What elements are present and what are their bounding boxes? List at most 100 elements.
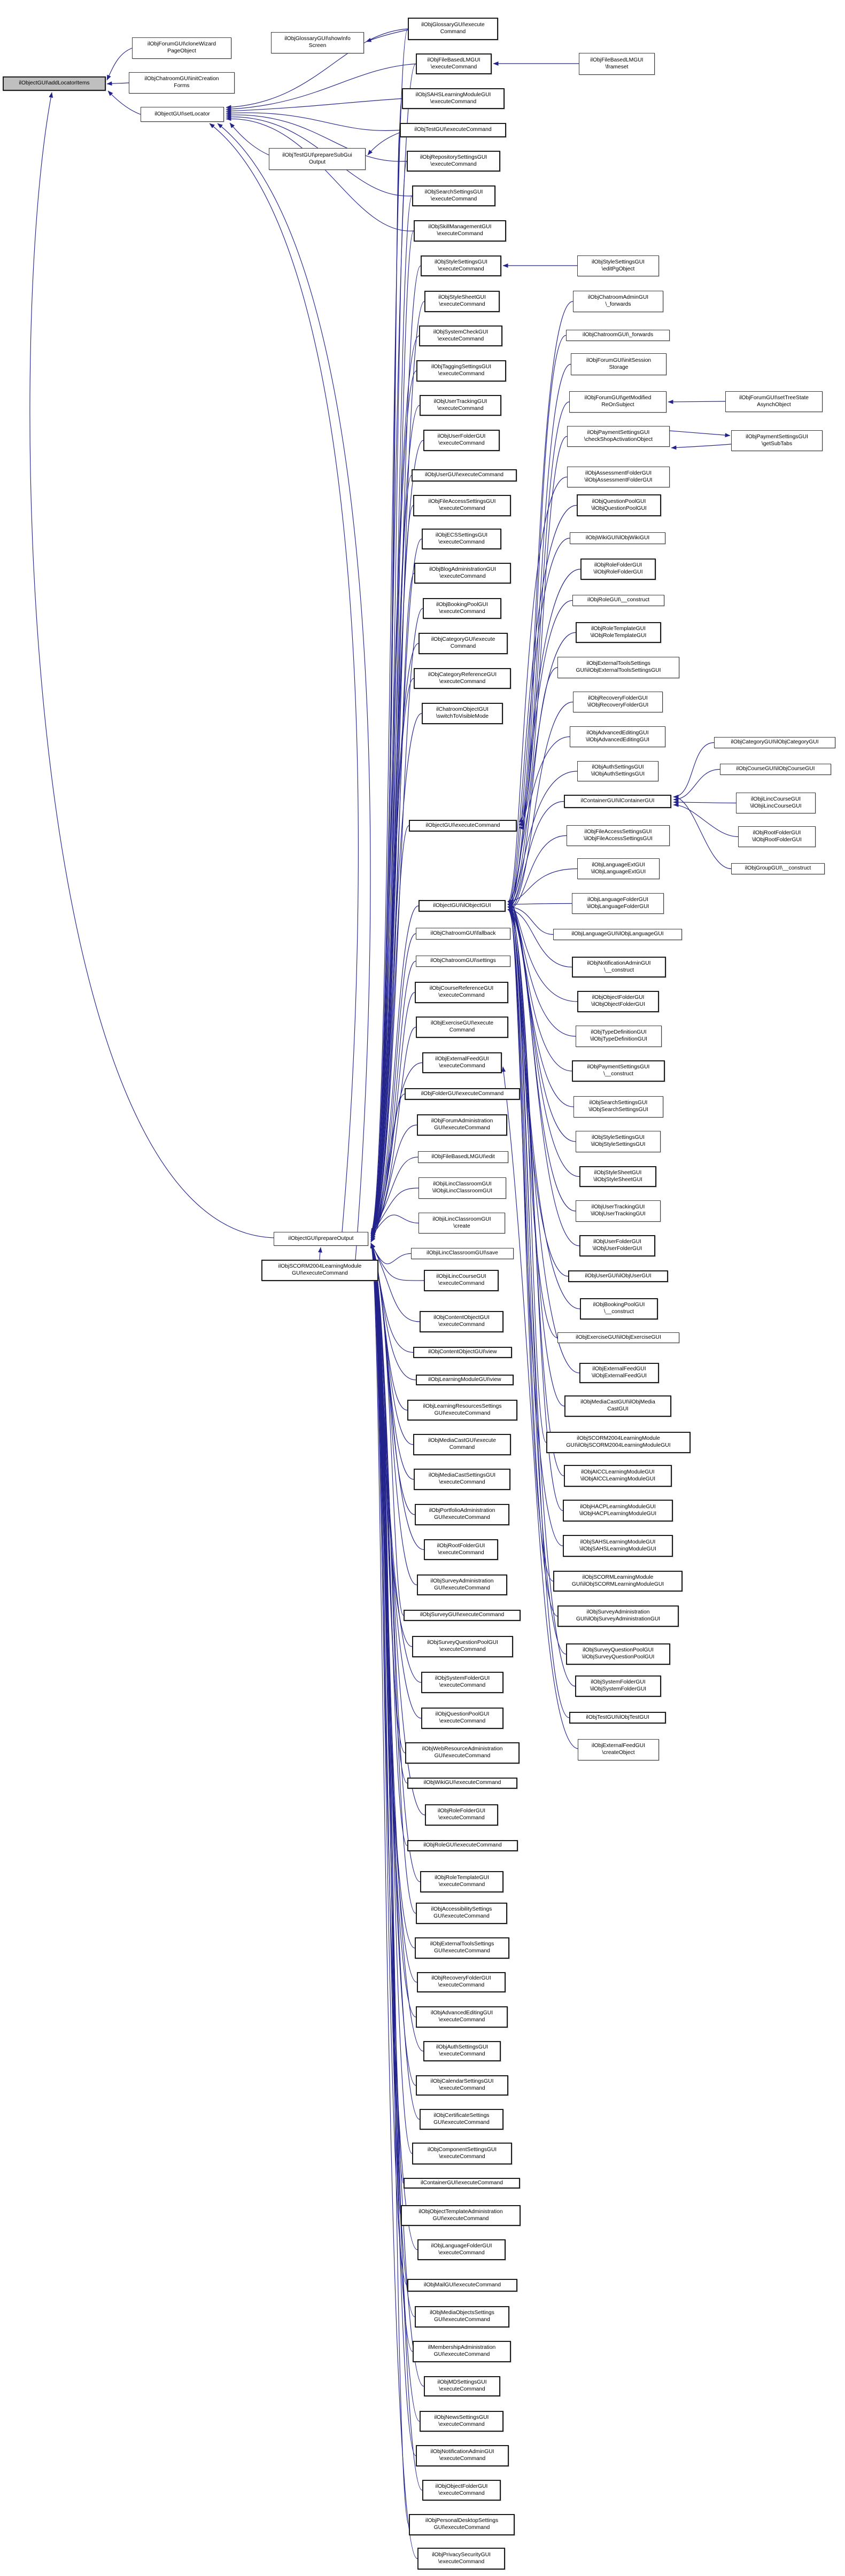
- graph-node-categoryExec[interactable]: ilObjCategoryGUI\execute Command: [418, 633, 508, 654]
- graph-node-pdExec[interactable]: ilObjPersonalDesktopSettings GUI\executeC…: [409, 2514, 515, 2535]
- graph-node-chatAdminFwd[interactable]: ilObjChatroomAdminGUI \_forwards: [573, 291, 663, 312]
- graph-node-glossaryExec[interactable]: ilObjGlossaryGUI\execute Command: [408, 18, 498, 40]
- graph-node-portfolioExec[interactable]: ilObjPortfolioAdministration GUI\executeC…: [415, 1504, 509, 1525]
- graph-node-objFolderExec[interactable]: ilObjObjectFolderGUI \executeCommand: [422, 2480, 501, 2501]
- graph-node-objTemplateExec[interactable]: ilObjObjectTemplateAdministration GUI\exe…: [401, 2205, 521, 2226]
- graph-node-setLocator[interactable]: ilObjectGUI\setLocator: [141, 107, 224, 122]
- graph-node-recoveryExec[interactable]: ilObjRecoveryFolderGUI \executeCommand: [417, 1972, 506, 1992]
- graph-node-paymentCtor[interactable]: ilObjPaymentSettingsGUI \__construct: [572, 1060, 665, 1082]
- graph-node-mdExec[interactable]: ilObjMDSettingsGUI \executeCommand: [424, 2376, 500, 2396]
- graph-node-sysCheckExec[interactable]: ilObjSystemCheckGUI \executeCommand: [419, 325, 502, 346]
- graph-node-testExec[interactable]: ilObjTestGUI\executeCommand: [400, 123, 506, 137]
- graph-node-wikiExec[interactable]: ilObjWikiGUI\executeCommand: [407, 1778, 517, 1789]
- graph-node-initCreation[interactable]: ilObjChatroomGUI\initCreation Forms: [129, 72, 235, 94]
- graph-node-lrsExec[interactable]: ilObjLearningResourcesSettings GUI\execut…: [407, 1400, 517, 1421]
- graph-node-userFolderCtor[interactable]: ilObjUserFolderGUI \ilObjUserFolderGUI: [579, 1235, 655, 1256]
- graph-node-objFolderCtor[interactable]: ilObjObjectFolderGUI \ilObjObjectFolderGU…: [577, 991, 659, 1012]
- graph-node-mediaCastExec[interactable]: ilObjMediaCastGUI\execute Command: [413, 1434, 511, 1455]
- graph-node-checkShop[interactable]: ilObjPaymentSettingsGUI \checkShopActivat…: [567, 426, 670, 447]
- graph-node-addLocator[interactable]: ilObjectGUI\addLocatorItems: [3, 76, 106, 91]
- graph-node-bookingExec[interactable]: ilObjBookingPoolGUI \executeCommand: [423, 598, 501, 619]
- graph-node-searchExec[interactable]: ilObjSearchSettingsGUI \executeCommand: [412, 185, 495, 206]
- graph-node-survQPCtor[interactable]: ilObjSurveyQuestionPoolGUI \ilObjSurveyQu…: [566, 1643, 670, 1665]
- graph-node-ilincCreate[interactable]: ilObjiLincClassroomGUI \create: [418, 1213, 505, 1233]
- graph-node-extToolsExec[interactable]: ilObjExternalToolsSettings GUI\executeCom…: [415, 1937, 509, 1959]
- graph-node-frameset[interactable]: ilObjFileBasedLMGUI \frameset: [579, 53, 655, 75]
- graph-node-userTrackCtor[interactable]: ilObjUserTrackingGUI \ilObjUserTrackingGU…: [576, 1200, 661, 1222]
- graph-node-calendarExec[interactable]: ilObjCalendarSettingsGUI \executeCommand: [416, 2075, 508, 2096]
- graph-node-bookingCtor[interactable]: ilObjBookingPoolGUI \__construct: [580, 1298, 658, 1320]
- graph-node-mailExec[interactable]: ilObjMailGUI\executeCommand: [407, 2279, 517, 2292]
- graph-node-exerciseCtor[interactable]: ilObjExerciseGUI\ilObjExerciseGUI: [557, 1332, 679, 1343]
- graph-node-containerCtor[interactable]: ilContainerGUI\ilContainerGUI: [564, 795, 671, 808]
- graph-node-styleSetExec[interactable]: ilObjStyleSettingsGUI \executeCommand: [421, 255, 501, 276]
- graph-node-scormExecC[interactable]: ilObjSCORM2004LearningModule GUI\executeC…: [261, 1260, 378, 1281]
- graph-node-authCtor[interactable]: ilObjAuthSettingsGUI \ilObjAuthSettingsGU…: [577, 761, 658, 781]
- graph-node-mediaObjExec[interactable]: ilObjMediaObjectsSettings GUI\executeComm…: [415, 2306, 509, 2327]
- graph-node-prepareOutput[interactable]: ilObjectGUI\prepareOutput: [274, 1232, 368, 1246]
- graph-node-mcSettingsExec[interactable]: ilObjMediaCastSettingsGUI \executeCommand: [414, 1469, 510, 1490]
- graph-node-langExtCtor[interactable]: ilObjLanguageExtGUI \ilObjLanguageExtGUI: [577, 858, 660, 879]
- graph-node-contentExec[interactable]: ilObjContentObjectGUI \executeCommand: [420, 1311, 503, 1332]
- graph-node-wikiCtor[interactable]: ilObjWikiGUI\ilObjWikiGUI: [570, 532, 665, 544]
- graph-node-roleExec[interactable]: ilObjRoleGUI\executeCommand: [407, 1840, 518, 1851]
- graph-node-userFolderExec[interactable]: ilObjUserFolderGUI \executeCommand: [423, 430, 500, 451]
- graph-node-cloneWizard[interactable]: ilObjForumGUI\cloneWizard PageObject: [132, 37, 231, 59]
- graph-node-recoveryCtor[interactable]: ilObjRecoveryFolderGUI \ilObjRecoveryFold…: [573, 692, 663, 712]
- graph-node-styleSheetCtor[interactable]: ilObjStyleSheetGUI \ilObjStyleSheetGUI: [579, 1166, 656, 1187]
- graph-node-taggingExec[interactable]: ilObjTaggingSettingsGUI \executeCommand: [416, 360, 506, 382]
- graph-node-skillExec[interactable]: ilObjSkillManagementGUI \executeCommand: [414, 220, 506, 242]
- graph-node-surveyExec[interactable]: ilObjSurveyGUI\executeCommand: [404, 1610, 521, 1621]
- graph-node-survAdminExec[interactable]: ilObjSurveyAdministration GUI\executeComm…: [417, 1574, 507, 1595]
- graph-node-execHub[interactable]: ilObjectGUI\executeCommand: [409, 820, 517, 832]
- graph-node-extToolsCtor[interactable]: ilObjExternalToolsSettings GUI\ilObjExter…: [557, 657, 679, 678]
- graph-node-searchCtor[interactable]: ilObjSearchSettingsGUI \ilObjSearchSettin…: [573, 1096, 663, 1118]
- graph-node-userExec[interactable]: ilObjUserGUI\executeCommand: [412, 469, 517, 482]
- graph-node-fileAccessCtor[interactable]: ilObjFileAccessSettingsGUI \ilObjFileAcce…: [567, 825, 670, 846]
- graph-node-advEditCtor[interactable]: ilObjAdvancedEditingGUI \ilObjAdvancedEdi…: [570, 726, 665, 747]
- graph-node-repoExec[interactable]: ilObjRepositorySettingsGUI \executeComman…: [407, 151, 500, 172]
- graph-node-contentView[interactable]: ilObjContentObjectGUI\view: [413, 1347, 512, 1358]
- graph-node-roleTemplateExec[interactable]: ilObjRoleTemplateGUI \executeCommand: [420, 1871, 503, 1892]
- graph-node-chatSettings[interactable]: ilObjChatroomGUI\settings: [416, 956, 510, 967]
- graph-node-extFeedExec[interactable]: ilObjExternalFeedGUI \executeCommand: [422, 1052, 502, 1073]
- graph-node-survAdminCtor[interactable]: ilObjSurveyAdministration GUI\ilObjSurvey…: [557, 1605, 679, 1627]
- graph-node-ilincSave[interactable]: ilObjiLincClassroomGUI\save: [411, 1248, 514, 1259]
- graph-node-langFolderExec[interactable]: ilObjLanguageFolderGUI \executeCommand: [417, 2239, 506, 2260]
- graph-node-rootFolderExec[interactable]: ilObjRootFolderGUI \executeCommand: [424, 1539, 498, 1560]
- graph-node-ctorHub[interactable]: ilObjectGUI\ilObjectGUI: [418, 900, 506, 912]
- graph-node-scormCtor[interactable]: ilObjSCORMLearningModule GUI\ilObjSCORMLe…: [553, 1571, 683, 1592]
- graph-node-prepSubGui[interactable]: ilObjTestGUI\prepareSubGui Output: [269, 148, 366, 170]
- graph-node-webResExec[interactable]: ilObjWebResourceAdministration GUI\execut…: [405, 1742, 520, 1764]
- graph-node-roleFolderExec[interactable]: ilObjRoleFolderGUI \executeCommand: [425, 1804, 498, 1826]
- graph-node-folderExec[interactable]: ilObjFolderGUI\executeCommand: [405, 1088, 520, 1100]
- graph-node-catRefExec[interactable]: ilObjCategoryReferenceGUI \executeCommand: [414, 668, 511, 689]
- graph-node-accessExec[interactable]: ilObjAccessibilitySettings GUI\executeCom…: [416, 1903, 507, 1924]
- graph-node-fileAccessExec[interactable]: ilObjFileAccessSettingsGUI \executeComman…: [413, 495, 511, 516]
- graph-node-catCtorF[interactable]: ilObjCategoryGUI\ilObjCategoryGUI: [714, 737, 835, 748]
- graph-node-hacpCtor[interactable]: ilObjHACPLearningModuleGUI \ilObjHACPLear…: [563, 1500, 673, 1522]
- graph-node-userTrackExec[interactable]: ilObjUserTrackingGUI \executeCommand: [420, 395, 501, 416]
- graph-node-groupCtorF[interactable]: ilObjGroupGUI\__construct: [731, 863, 825, 874]
- graph-node-ilincCourseExec[interactable]: ilObjiLincCourseGUI \executeCommand: [424, 1270, 499, 1291]
- graph-node-authExec[interactable]: ilObjAuthSettingsGUI \executeCommand: [423, 2041, 501, 2061]
- graph-node-typeDefCtor[interactable]: ilObjTypeDefinitionGUI \ilObjTypeDefiniti…: [576, 1026, 662, 1047]
- graph-node-lmView[interactable]: ilObjLearningModuleGUI\view: [416, 1375, 514, 1385]
- graph-node-certExec[interactable]: ilObjCertificateSettings GUI\executeComma…: [420, 2109, 503, 2130]
- graph-node-questionPoolExec[interactable]: ilObjQuestionPoolGUI \executeCommand: [421, 1708, 503, 1729]
- graph-node-ecsExec[interactable]: ilObjECSSettingsGUI \executeCommand: [422, 529, 501, 549]
- graph-node-blogExec[interactable]: ilObjBlogAdministrationGUI \executeComman…: [414, 563, 511, 584]
- graph-node-editPg[interactable]: ilObjStyleSettingsGUI \editPgObject: [577, 255, 659, 276]
- graph-node-courseRefExec[interactable]: ilObjCourseReferenceGUI \executeCommand: [415, 982, 508, 1003]
- graph-node-notifCtor[interactable]: ilObjNotificationAdminGUI \__construct: [572, 957, 666, 977]
- graph-node-getModified[interactable]: ilObjForumGUI\getModified ReOnSubject: [569, 391, 666, 413]
- graph-node-switchVisible[interactable]: ilChatroomObjectGUI \switchToVisibleMode: [422, 703, 503, 724]
- graph-node-langCtor[interactable]: ilObjLanguageGUI\ilObjLanguageGUI: [553, 929, 682, 940]
- graph-node-sysFolderExec[interactable]: ilObjSystemFolderGUI \executeCommand: [421, 1672, 503, 1693]
- graph-node-rootFolderCtorF[interactable]: ilObjRootFolderGUI \ilObjRootFolderGUI: [738, 826, 816, 847]
- graph-node-fblmEdit[interactable]: ilObjFileBasedLMGUI\edit: [418, 1151, 508, 1163]
- graph-node-styleSheetExec[interactable]: ilObjStyleSheetGUI \executeCommand: [424, 291, 500, 312]
- graph-node-styleSetCtor[interactable]: ilObjStyleSettingsGUI \ilObjStyleSettings…: [576, 1131, 661, 1152]
- graph-node-ilincCourseCtorF[interactable]: ilObjiLincCourseGUI \ilObjiLincCourseGUI: [736, 793, 816, 813]
- graph-node-scorm2004Ctor[interactable]: ilObjSCORM2004LearningModule GUI\ilObjSCO…: [546, 1432, 691, 1453]
